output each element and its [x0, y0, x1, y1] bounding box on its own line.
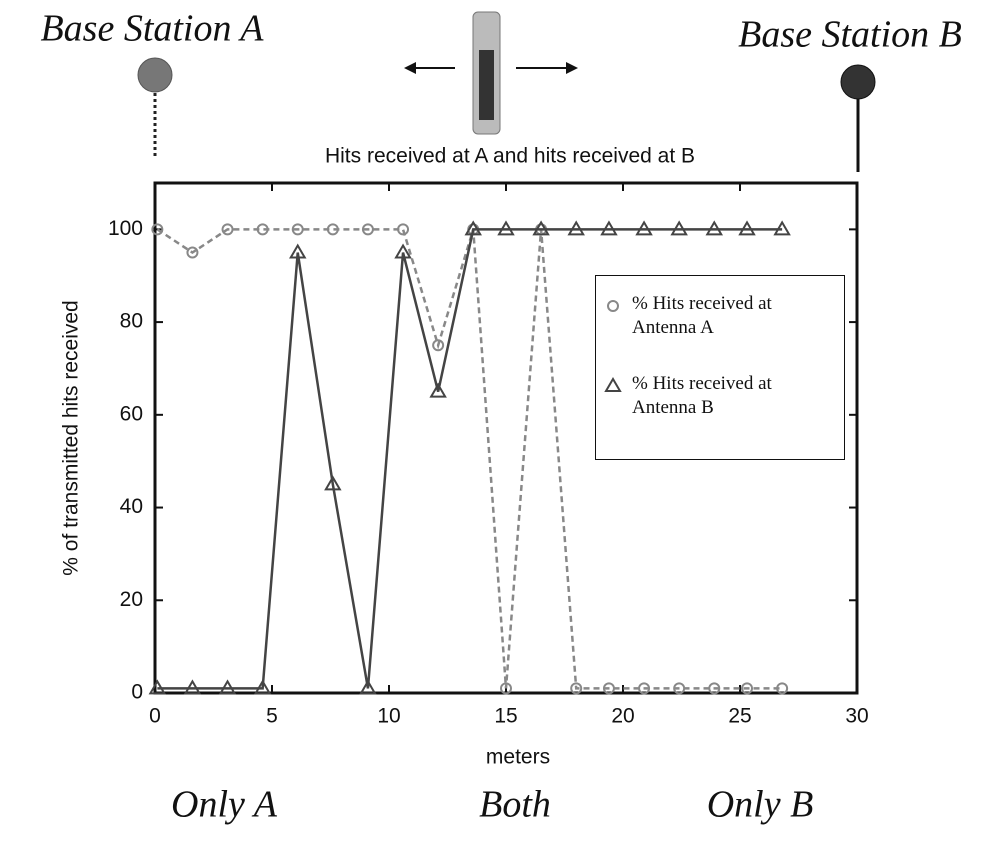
point — [151, 223, 164, 236]
point — [183, 679, 202, 695]
y-tick-label: 80 — [120, 310, 143, 333]
arrow-head — [566, 62, 578, 74]
legend-markers — [604, 300, 622, 392]
point — [705, 220, 724, 236]
y-tick-label: 20 — [120, 588, 143, 611]
annotation: Base Station B — [738, 14, 962, 56]
point — [464, 220, 482, 236]
y-tick-label: 40 — [120, 495, 143, 518]
point — [326, 223, 339, 236]
station-a-icon — [137, 57, 173, 93]
point — [291, 223, 304, 236]
point — [570, 682, 583, 695]
point — [708, 682, 721, 695]
point — [602, 682, 615, 695]
y-axis-label: % of transmitted hits received — [60, 300, 83, 575]
point — [148, 679, 167, 695]
y-tick-label: 60 — [120, 402, 143, 425]
point — [324, 475, 342, 491]
x-tick-label: 10 — [377, 705, 400, 728]
arrow-head — [404, 62, 416, 74]
point — [253, 679, 272, 695]
legend: % Hits received at Antenna A % Hits recei… — [595, 275, 845, 460]
point — [773, 220, 791, 236]
point — [670, 220, 688, 236]
point — [738, 220, 756, 236]
legend-label: % Hits received at Antenna A — [632, 293, 772, 338]
point — [429, 382, 447, 398]
point — [741, 682, 754, 695]
point — [638, 682, 651, 695]
x-tick-label: 25 — [728, 705, 751, 728]
point — [186, 246, 199, 259]
y-tick-label: 0 — [131, 681, 143, 704]
point — [600, 220, 618, 236]
x-tick-label: 5 — [266, 705, 278, 728]
point — [359, 679, 377, 695]
point — [500, 682, 512, 695]
point — [635, 220, 653, 236]
point — [221, 223, 234, 236]
point — [361, 223, 374, 236]
annotation: Only B — [707, 784, 814, 826]
point — [673, 682, 686, 695]
station-b-icon — [840, 64, 876, 100]
legend-marker — [607, 300, 619, 312]
legend-label: % Hits received at Antenna B — [632, 373, 772, 418]
annotation: Both — [479, 784, 551, 826]
x-axis-label: meters — [486, 746, 550, 769]
chart-title: Hits received at A and hits received at … — [325, 145, 695, 168]
point — [497, 220, 515, 236]
y-tick-label: 100 — [108, 217, 143, 240]
x-tick-label: 30 — [845, 705, 868, 728]
annotation: Base Station A — [40, 8, 264, 50]
point — [218, 679, 237, 695]
point — [567, 220, 585, 236]
point — [397, 223, 410, 236]
transmitter-body — [479, 50, 494, 120]
x-tick-label: 0 — [149, 705, 161, 728]
point — [432, 339, 445, 352]
point — [776, 682, 789, 695]
series-line — [157, 228, 783, 690]
point — [394, 243, 412, 259]
legend-marker — [604, 377, 622, 392]
point — [256, 223, 269, 236]
annotation: Only A — [171, 784, 278, 826]
x-tick-label: 15 — [494, 705, 517, 728]
point — [288, 243, 307, 259]
point — [532, 220, 550, 236]
x-tick-label: 20 — [611, 705, 634, 728]
